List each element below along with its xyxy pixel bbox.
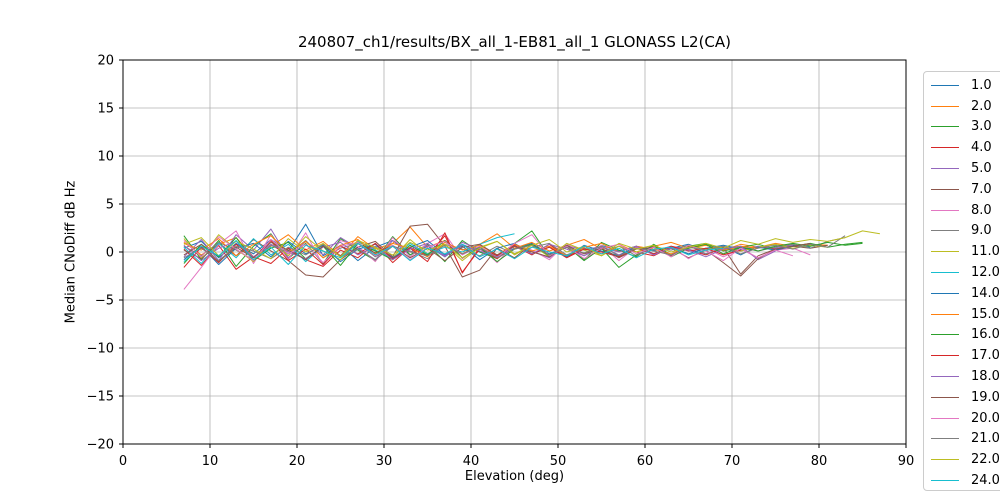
- x-tick-label: 80: [811, 454, 828, 469]
- legend-line-sample: [931, 147, 959, 149]
- legend-line-sample: [931, 355, 959, 357]
- x-tick-label: 90: [898, 454, 915, 469]
- legend-line-sample: [931, 188, 959, 190]
- legend-line-sample: [931, 480, 959, 482]
- legend-item: 3.0: [931, 117, 1000, 138]
- legend-item-label: 21.0: [971, 431, 1000, 447]
- legend-item: 11.0: [931, 241, 1000, 262]
- y-tick-label: 0: [106, 246, 114, 261]
- x-tick-label: 70: [724, 454, 741, 469]
- tick-labels: 0 10 20 30 40 50 60 70 80 90 −20 −15 −10 −5 0 5 10 15 20: [87, 54, 915, 470]
- y-tick-label: −10: [87, 342, 114, 357]
- series-lines: [183, 223, 880, 290]
- legend-item-label: 18.0: [971, 369, 1000, 385]
- legend-item: 19.0: [931, 387, 1000, 408]
- y-tick-label: 10: [97, 150, 114, 165]
- legend-item-label: 7.0: [971, 181, 992, 197]
- x-axis-label: Elevation (deg): [464, 469, 565, 484]
- legend-item-label: 3.0: [971, 119, 992, 135]
- legend-item: 9.0: [931, 221, 1000, 242]
- legend-line-sample: [931, 438, 959, 440]
- legend-item: 15.0: [931, 304, 1000, 325]
- legend-item-label: 12.0: [971, 265, 1000, 281]
- legend-line-sample: [931, 459, 959, 461]
- legend-item-label: 19.0: [971, 389, 1000, 405]
- legend: 1.0 2.0 3.0 4.0 5.0 7.0 8.0 9.0 11.0 12.0 14.0 15.0…: [923, 71, 1000, 491]
- y-tick-label: −5: [95, 294, 114, 309]
- legend-line-sample: [931, 376, 959, 378]
- legend-item-label: 15.0: [971, 306, 1000, 322]
- x-tick-label: 0: [119, 454, 127, 469]
- legend-item-label: 17.0: [971, 348, 1000, 364]
- y-tick-label: 15: [97, 102, 114, 117]
- x-tick-label: 20: [289, 454, 306, 469]
- legend-item: 5.0: [931, 158, 1000, 179]
- y-axis-label: Median CNoDiff dB Hz: [63, 180, 79, 324]
- legend-line-sample: [931, 84, 959, 86]
- legend-line-sample: [931, 251, 959, 253]
- chart-title: 240807_ch1/results/BX_all_1-EB81_all_1 G…: [297, 33, 732, 51]
- legend-line-sample: [931, 168, 959, 170]
- legend-line-sample: [931, 313, 959, 315]
- tick-marks: [119, 59, 907, 448]
- series-line-24.0: [183, 240, 724, 265]
- legend-item: 4.0: [931, 137, 1000, 158]
- legend-item: 12.0: [931, 262, 1000, 283]
- y-tick-label: −15: [87, 390, 114, 405]
- series-line-22.0: [183, 230, 880, 260]
- legend-line-sample: [931, 105, 959, 107]
- legend-line-sample: [931, 230, 959, 232]
- y-tick-label: 5: [106, 198, 114, 213]
- legend-item-label: 22.0: [971, 452, 1000, 468]
- x-tick-label: 30: [376, 454, 393, 469]
- legend-line-sample: [931, 209, 959, 211]
- legend-item-label: 24.0: [971, 473, 1000, 489]
- legend-item-label: 2.0: [971, 98, 992, 114]
- legend-item-label: 11.0: [971, 244, 1000, 260]
- x-tick-label: 60: [637, 454, 654, 469]
- legend-item: 21.0: [931, 429, 1000, 450]
- x-tick-label: 50: [550, 454, 567, 469]
- y-tick-label: 20: [97, 54, 114, 69]
- legend-line-sample: [931, 334, 959, 336]
- legend-item: 7.0: [931, 179, 1000, 200]
- legend-item: 24.0: [931, 470, 1000, 491]
- legend-line-sample: [931, 126, 959, 128]
- legend-item: 14.0: [931, 283, 1000, 304]
- legend-item-label: 4.0: [971, 140, 992, 156]
- legend-item: 2.0: [931, 96, 1000, 117]
- legend-item: 20.0: [931, 408, 1000, 429]
- legend-line-sample: [931, 417, 959, 419]
- legend-item: 16.0: [931, 325, 1000, 346]
- y-tick-label: −20: [87, 438, 114, 453]
- x-tick-label: 10: [202, 454, 219, 469]
- legend-line-sample: [931, 292, 959, 294]
- legend-item-label: 5.0: [971, 161, 992, 177]
- legend-item: 17.0: [931, 345, 1000, 366]
- legend-item-label: 9.0: [971, 223, 992, 239]
- legend-item: 22.0: [931, 449, 1000, 470]
- legend-line-sample: [931, 396, 959, 398]
- legend-item-label: 14.0: [971, 285, 1000, 301]
- legend-item-label: 8.0: [971, 202, 992, 218]
- legend-item-label: 1.0: [971, 77, 992, 93]
- x-tick-label: 40: [463, 454, 480, 469]
- legend-item: 18.0: [931, 366, 1000, 387]
- legend-item: 8.0: [931, 200, 1000, 221]
- legend-item: 1.0: [931, 75, 1000, 96]
- legend-item-label: 16.0: [971, 327, 1000, 343]
- series-line-21.0: [183, 235, 846, 262]
- legend-item-label: 20.0: [971, 410, 1000, 426]
- legend-line-sample: [931, 272, 959, 274]
